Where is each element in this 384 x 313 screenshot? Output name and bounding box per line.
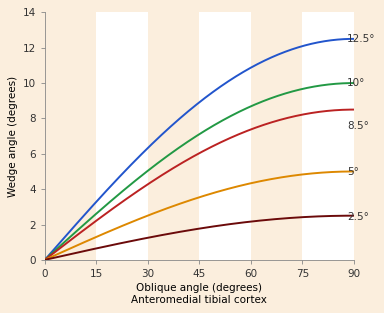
X-axis label: Oblique angle (degrees)
Anteromedial tibial cortex: Oblique angle (degrees) Anteromedial tib… — [131, 283, 267, 305]
Text: 2.5°: 2.5° — [347, 212, 369, 222]
Bar — [96, 12, 148, 260]
Y-axis label: Wedge angle (degrees): Wedge angle (degrees) — [8, 75, 18, 197]
Bar — [199, 12, 251, 260]
Bar — [302, 12, 354, 260]
Text: 10°: 10° — [347, 78, 365, 88]
Text: 8.5°: 8.5° — [347, 121, 369, 131]
Text: 12.5°: 12.5° — [347, 34, 376, 44]
Text: 5°: 5° — [347, 167, 359, 177]
